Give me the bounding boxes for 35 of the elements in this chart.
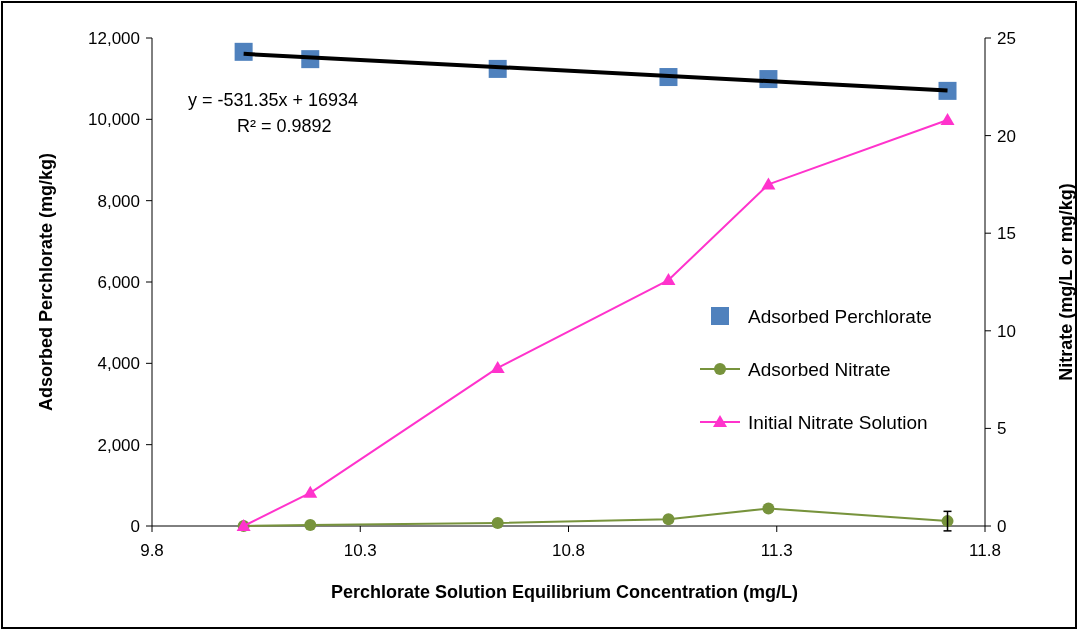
point [761, 177, 776, 190]
point [662, 513, 675, 526]
y-tick-label: 2,000 [97, 435, 140, 455]
y2-tick-label: 10 [997, 321, 1016, 341]
point [661, 273, 676, 286]
y-axis-title: Adsorbed Perchlorate (mg/kg) [36, 152, 56, 412]
legend-label: Initial Nitrate Solution [748, 412, 928, 433]
point [940, 112, 955, 125]
y-tick-label: 10,000 [88, 110, 140, 130]
point [491, 517, 504, 530]
y-tick-label: 0 [130, 517, 140, 536]
y2-tick-label: 0 [997, 517, 1007, 536]
annotation: y = -531.35x + 16934 [188, 90, 359, 110]
point [303, 485, 318, 498]
point [762, 502, 775, 515]
y-tick-label: 12,000 [88, 29, 140, 48]
y2-tick-label: 15 [997, 224, 1016, 244]
point [490, 360, 505, 373]
annotation: R² = 0.9892 [237, 116, 332, 136]
legend-label: Adsorbed Nitrate [748, 359, 891, 380]
y2-tick-label: 20 [997, 126, 1016, 146]
x-tick-label: 11.8 [969, 541, 1001, 560]
y-tick-label: 8,000 [97, 191, 140, 211]
y-tick-label: 6,000 [97, 273, 140, 292]
y2-axis-title: Nitrate (mg/L or mg/kg) [1056, 183, 1076, 381]
x-tick-label: 9.8 [140, 541, 164, 560]
y2-tick-label: 25 [997, 29, 1016, 48]
legend-label: Adsorbed Perchlorate [748, 306, 932, 327]
y-tick-label: 4,000 [97, 354, 140, 374]
x-tick-label: 10.8 [551, 541, 586, 560]
point [304, 519, 317, 532]
y2-tick-label: 5 [997, 419, 1007, 439]
x-tick-label: 11.3 [760, 541, 793, 560]
x-axis-title: Perchlorate Solution Equilibrium Concentration (mg/L) [330, 582, 799, 602]
x-tick-label: 10.3 [343, 541, 377, 560]
